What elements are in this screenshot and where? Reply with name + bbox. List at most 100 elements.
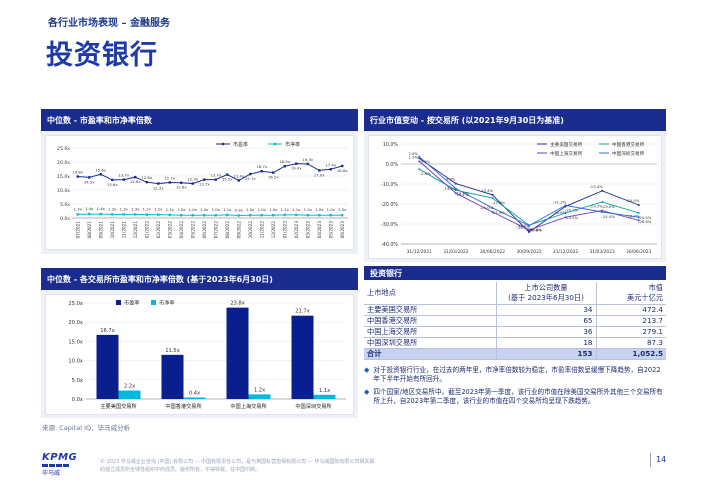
table-row: 主要美国交易所 34 472.4 xyxy=(364,304,666,316)
data-point xyxy=(226,213,229,217)
x-tick-label: 05/2022 xyxy=(190,221,195,239)
col-value-header: 市值 xyxy=(595,282,666,293)
data-label: -24.5% xyxy=(565,215,579,220)
data-point xyxy=(601,201,604,203)
data-label: -15.4% xyxy=(480,188,494,193)
market-cap-chart-box: 10.0% 0.0% -10.0% -20.0% -30.0% -40.0% 31/12/2… xyxy=(368,135,662,259)
total-count: 153 xyxy=(495,348,596,360)
row-value: 472.4 xyxy=(595,304,666,316)
table-total-row: 合计 153 1,052.5 xyxy=(364,348,666,360)
bar-pb xyxy=(183,397,206,399)
bar-data-label: 2.2x xyxy=(124,384,135,390)
legend-label: 中国上海交易所 xyxy=(550,150,583,157)
data-label: -20.5% xyxy=(626,198,640,203)
x-category-label: 中国香港交易所 xyxy=(165,402,201,410)
data-label: -30.8% xyxy=(528,228,542,233)
y-tick-label: 5.0x xyxy=(72,378,83,384)
y-tick-label: 15.0x xyxy=(57,174,70,180)
x-tick-label: 30/06/2023 xyxy=(626,249,652,255)
col-count-header: 上市公司数量 xyxy=(495,282,596,293)
data-label: 2.9% xyxy=(408,151,418,156)
x-tick-label: 07/2021 xyxy=(75,221,80,239)
data-label: 13.4x xyxy=(233,173,244,178)
table-subheader-row: (基于 2023年6月30日) 美元十亿元 xyxy=(364,293,666,305)
data-label: -13.4% xyxy=(589,184,603,189)
row-count: 36 xyxy=(495,326,596,338)
data-label: 16.7x xyxy=(256,164,267,169)
bar-data-label: 23.8x xyxy=(230,301,245,307)
y-tick-label: 10.0x xyxy=(68,359,83,365)
x-tick-label: 12/2022 xyxy=(271,221,276,239)
data-point xyxy=(418,155,421,158)
x-tick-label: 31/03/2023 xyxy=(589,249,615,255)
data-label: 12.3x xyxy=(187,177,198,182)
data-label: 1.0x xyxy=(258,207,267,212)
legend-pe-label: 市盈率 xyxy=(233,141,248,148)
data-point xyxy=(418,160,421,163)
panel-exchange-pe-pb: 中位数 - 各交易所市盈率和市净率倍数 (基于2023年6月30日) 0.0x 5… xyxy=(41,268,358,418)
y-tick-label: -40.0% xyxy=(381,242,398,248)
data-point xyxy=(637,219,640,222)
listing-table: 上市地点 上市公司数量 市值 (基于 2023年6月30日) 美元十亿元 主要美… xyxy=(364,282,666,360)
data-point xyxy=(491,193,494,196)
data-point xyxy=(318,214,321,217)
data-point xyxy=(88,176,91,179)
x-tick-label: 01/2022 xyxy=(144,221,149,239)
total-label: 合计 xyxy=(364,348,496,360)
data-label: 1.0x xyxy=(304,207,313,212)
logo-text: KPMG xyxy=(42,452,78,463)
data-point xyxy=(191,214,194,217)
legend-pb-label: 市净率 xyxy=(159,299,175,307)
data-point xyxy=(122,213,125,216)
data-point xyxy=(134,175,137,179)
panel-market-cap-change: 行业市值变动 - 按交易所 (以2021年9月30日为基准) 10.0% 0.0%… xyxy=(364,109,666,262)
bar-pb xyxy=(248,394,271,399)
x-tick-label: 09/2021 xyxy=(98,221,103,239)
y-tick-label: 0.0% xyxy=(386,162,399,168)
data-label: -26.6% xyxy=(553,210,567,215)
data-label: -20.7% xyxy=(565,207,579,212)
data-point xyxy=(226,173,229,176)
data-point xyxy=(454,187,457,190)
data-label: 13.6x xyxy=(107,182,118,187)
data-label: 1.3x xyxy=(120,206,129,211)
line-chart-box: 0.0x 5.0x 10.0x 15.0x 20.0x 25.0x 07/2021 08/20… xyxy=(45,135,354,250)
data-label: 19.3x xyxy=(302,157,313,162)
data-point xyxy=(601,209,604,212)
data-label: -30.6% xyxy=(528,227,542,232)
data-point xyxy=(295,162,298,165)
page-divider xyxy=(650,453,651,467)
bar-data-label: 21.7x xyxy=(295,309,310,315)
data-label: -21.2% xyxy=(553,199,567,204)
series-line xyxy=(418,161,639,231)
data-label: 1.1x xyxy=(223,207,232,212)
data-point xyxy=(145,213,148,216)
data-label: 1.0x xyxy=(246,207,255,212)
row-location: 中国深圳交易所 xyxy=(364,337,496,349)
section-subtitle: 各行业市场表现 – 金融服务 xyxy=(48,18,170,29)
table-row: 中国深圳交易所 18 87.3 xyxy=(364,337,666,349)
page-number: 14 xyxy=(656,455,667,464)
x-tick-label: 01/2023 xyxy=(282,221,287,239)
y-tick-label: 25.0x xyxy=(57,146,70,152)
bar-data-label: 11.5x xyxy=(165,348,180,354)
data-label: 15.5x xyxy=(222,177,233,182)
data-label: 1.0x xyxy=(315,207,324,212)
data-point xyxy=(249,214,252,217)
kpmg-logo: KPMG 毕马威 xyxy=(42,452,77,477)
data-label: -12.3% xyxy=(455,191,469,196)
data-point xyxy=(454,182,457,185)
data-point xyxy=(99,173,102,176)
panel-title: 中位数 - 各交易所市盈率和市净率倍数 (基于2023年6月30日) xyxy=(41,268,358,290)
data-point xyxy=(249,172,252,176)
bar-pe xyxy=(291,315,314,399)
logo-subtext: 毕马威 xyxy=(42,470,61,477)
data-point xyxy=(76,213,79,216)
data-point xyxy=(122,178,125,181)
data-label: -28.2% xyxy=(626,213,640,218)
bullet-2: ◆ 四个国家/地区交易所中，截至2023年第一季度，该行业的市值在除美国交易所外… xyxy=(364,388,666,406)
legend-pb-swatch xyxy=(151,300,156,305)
data-label: -13.1% xyxy=(455,192,469,197)
x-tick-label: 31/12/2022 xyxy=(553,249,579,255)
x-category-label: 中国上海交易所 xyxy=(230,402,266,410)
